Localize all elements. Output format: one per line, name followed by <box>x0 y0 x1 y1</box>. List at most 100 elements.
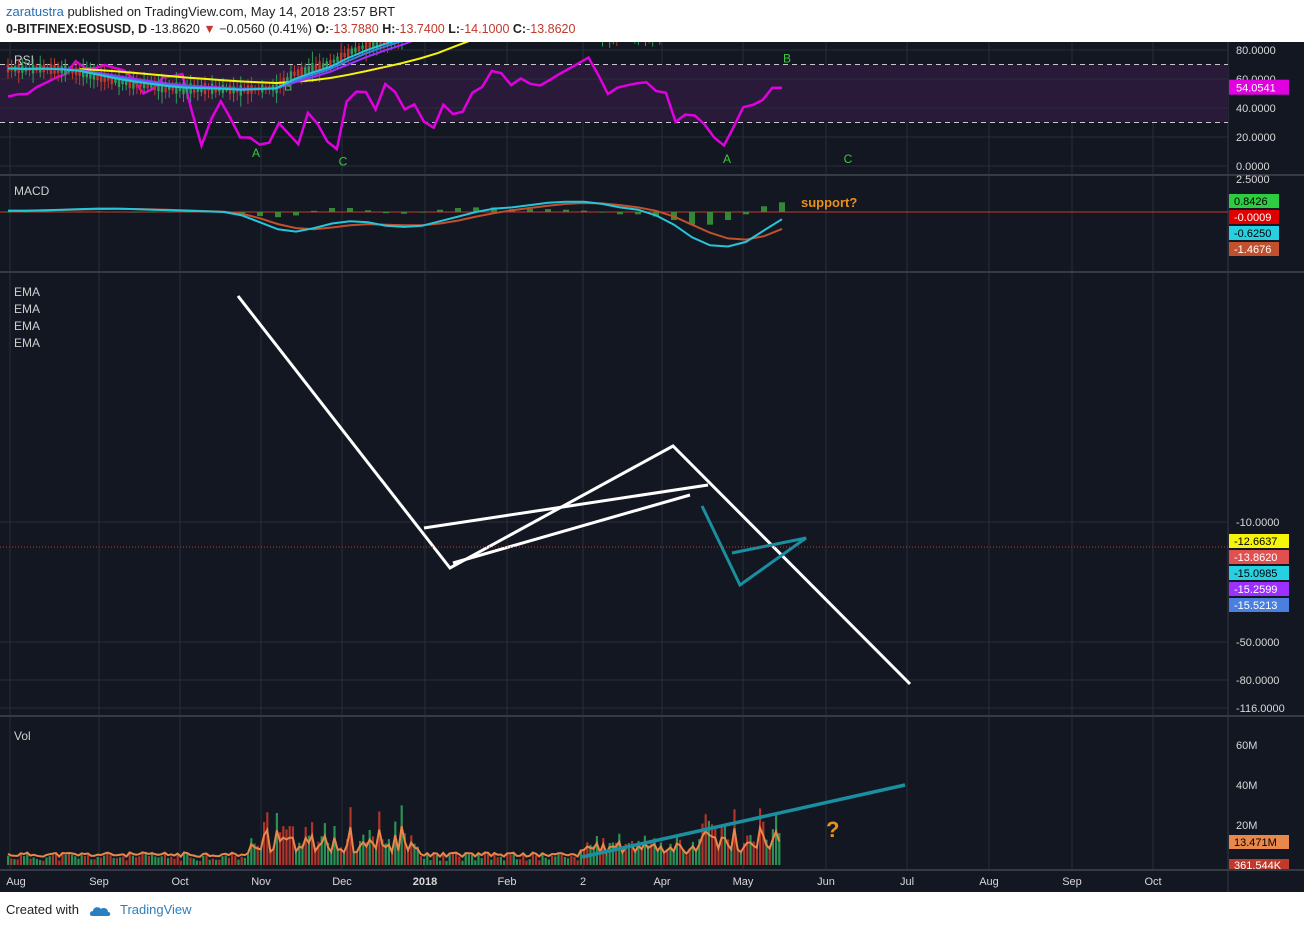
volume-bar <box>679 839 682 865</box>
volume-bar <box>93 859 96 865</box>
volume-bar <box>275 813 278 865</box>
macd-histogram-bar <box>689 212 695 225</box>
volume-bar <box>74 856 77 865</box>
candle-body <box>336 56 339 62</box>
volume-bar <box>288 826 291 865</box>
volume-bar <box>128 853 131 865</box>
volume-bar <box>365 842 368 865</box>
x-tick-label: Apr <box>653 876 670 888</box>
wave-label: B <box>783 52 791 66</box>
volume-bar <box>637 840 640 865</box>
volume-bar <box>746 835 749 865</box>
volume-bar <box>39 860 42 865</box>
chart-canvas[interactable]: 80.000060.000040.000020.00000.0000RSI54.… <box>0 42 1304 892</box>
volume-bar <box>490 859 493 865</box>
macd-badge-zero <box>1229 210 1279 224</box>
tradingview-link[interactable]: TradingView <box>120 902 192 917</box>
volume-bar <box>493 854 496 865</box>
candle-body <box>124 79 128 86</box>
volume-bar <box>525 860 528 865</box>
candle-body <box>103 74 106 82</box>
volume-bar <box>307 835 310 865</box>
volume-bar <box>474 860 477 865</box>
volume-bar <box>611 842 614 865</box>
price-value-ema_2: -15.5213 <box>1234 600 1277 612</box>
macd-histogram-bar <box>473 207 479 212</box>
volume-bar <box>330 852 333 865</box>
macd-histogram-bar <box>419 212 425 213</box>
volume-bar <box>362 834 365 865</box>
volume-bar <box>458 856 461 865</box>
volume-bar <box>727 839 730 865</box>
volume-bar <box>480 858 483 865</box>
macd-histogram-bar <box>545 209 551 212</box>
macd-histogram-bar <box>437 209 443 212</box>
macd-histogram-bar <box>275 212 281 218</box>
vol-tick-label: 40M <box>1236 780 1257 792</box>
candle-body <box>354 47 357 53</box>
volume-bar <box>378 811 381 865</box>
candle-body <box>167 85 171 90</box>
volume-bar <box>256 845 259 865</box>
macd-value-zero: -0.0009 <box>1234 212 1271 224</box>
volume-bar <box>688 848 691 865</box>
volume-bar <box>83 855 86 865</box>
candle-body <box>85 70 88 78</box>
volume-bar <box>477 854 480 865</box>
volume-bar <box>554 856 557 865</box>
volume-bar <box>701 823 704 865</box>
volume-bar <box>314 850 317 865</box>
volume-bar <box>608 842 611 865</box>
price-value-ema_fast: -15.0985 <box>1234 568 1277 580</box>
macd-histogram-bar <box>5 212 11 213</box>
volume-bar <box>643 835 646 865</box>
volume-bar <box>567 858 570 865</box>
volume-bar <box>224 855 227 865</box>
volume-bar <box>755 844 758 865</box>
candle-body <box>178 85 182 91</box>
author-link[interactable]: zaratustra <box>6 4 64 19</box>
candle-body <box>153 81 157 90</box>
volume-bar <box>163 853 166 865</box>
wave-label: A <box>252 146 260 160</box>
volume-bar <box>429 860 432 865</box>
volume-bar <box>573 856 576 865</box>
volume-bar <box>26 853 29 865</box>
volume-bar <box>173 858 176 865</box>
candle-body <box>347 48 350 58</box>
candle-body <box>117 75 121 87</box>
volume-bar <box>167 858 170 865</box>
tradingview-cloud-icon <box>89 906 110 916</box>
candle-body <box>171 85 174 91</box>
volume-bar <box>509 854 512 865</box>
volume-bar <box>663 853 666 865</box>
volume-bar <box>202 855 205 865</box>
macd-histogram-bar <box>725 212 731 221</box>
macd-histogram-bar <box>23 212 29 213</box>
volume-bar <box>563 857 566 865</box>
question-annotation: ? <box>826 817 839 842</box>
candle-body <box>164 82 167 93</box>
volume-bar <box>144 854 147 865</box>
macd-histogram-bar <box>329 207 335 212</box>
trendline-channel-bottom <box>452 493 691 565</box>
volume-bar <box>423 858 426 865</box>
volume-bar <box>343 852 346 865</box>
candle-body <box>307 66 311 74</box>
volume-bar <box>135 857 138 865</box>
volume-bar <box>103 855 106 865</box>
volume-bar <box>634 851 637 865</box>
volume-bar <box>263 822 266 865</box>
price-badge-ema_2 <box>1229 598 1289 612</box>
candle-body <box>296 69 300 76</box>
volume-bar <box>455 853 458 865</box>
volume-bar <box>506 854 509 865</box>
candle-body <box>92 71 96 80</box>
volume-bar <box>375 845 378 865</box>
volume-bar <box>544 857 547 865</box>
candle-body <box>368 42 371 50</box>
volume-bar <box>298 842 301 865</box>
volume-bar <box>109 855 112 865</box>
volume-bar <box>218 859 221 865</box>
volume-bar <box>352 852 355 865</box>
